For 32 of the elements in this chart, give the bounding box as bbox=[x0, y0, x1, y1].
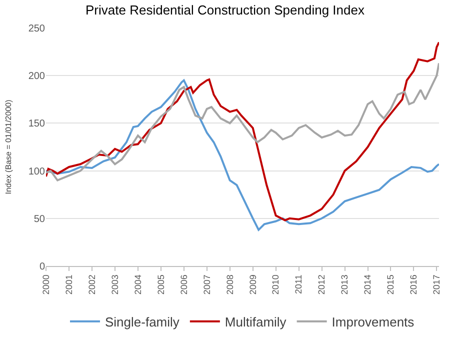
line-series bbox=[46, 41, 439, 222]
x-tick-label: 2007 bbox=[202, 274, 212, 295]
x-tick-label: 2001 bbox=[64, 274, 74, 295]
x-tick-label: 2011 bbox=[294, 274, 304, 294]
y-tick-label: 0 bbox=[39, 262, 46, 272]
x-tick-label: 2002 bbox=[86, 274, 97, 295]
y-tick-label: 200 bbox=[28, 71, 46, 82]
x-tick-label: 2006 bbox=[178, 274, 189, 295]
x-tick-label: 2009 bbox=[248, 274, 258, 295]
y-tick-label: 50 bbox=[34, 214, 46, 225]
x-tick-label: 2003 bbox=[110, 274, 120, 295]
line-series bbox=[46, 79, 439, 231]
y-tick-label: 100 bbox=[28, 166, 46, 178]
chart-title: Private Residential Construction Spending Index bbox=[86, 2, 365, 18]
legend-label: Single-family bbox=[105, 314, 180, 330]
x-tick-label: 2016 bbox=[408, 274, 419, 295]
y-axis-title: Index (Base = 01/01/2000) bbox=[4, 99, 14, 194]
legend-label: Multifamily bbox=[224, 314, 287, 330]
x-tick-label: 2010 bbox=[270, 274, 281, 295]
x-tick-label: 2000 bbox=[40, 274, 51, 295]
legend-label: Improvements bbox=[332, 314, 415, 330]
x-tick-label: 2013 bbox=[340, 274, 350, 295]
x-tick-label: 2015 bbox=[386, 274, 396, 295]
y-tick-label: 150 bbox=[28, 118, 46, 130]
x-tick-label: 2004 bbox=[132, 274, 143, 295]
x-tick-label: 2017 bbox=[432, 274, 442, 295]
x-tick-label: 2012 bbox=[316, 274, 327, 295]
line-series bbox=[46, 62, 439, 182]
x-tick-label: 2005 bbox=[156, 274, 166, 295]
x-tick-label: 2008 bbox=[224, 274, 235, 295]
x-tick-label: 2014 bbox=[362, 274, 373, 295]
y-tick-label: 250 bbox=[28, 24, 46, 34]
